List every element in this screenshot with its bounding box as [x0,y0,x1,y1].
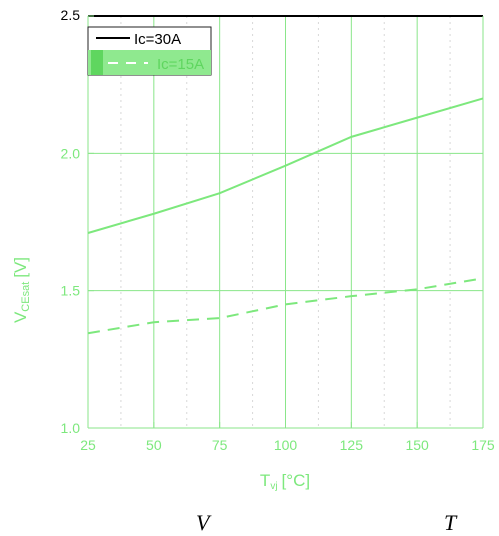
x-axis-title-subscript: vj [270,481,277,492]
x-tick-label: 150 [405,437,429,453]
y-tick-label: 1.0 [61,420,81,436]
y-tick-label: 1.5 [61,283,81,299]
y-axis-title-symbol: V [11,311,30,323]
legend-swatch [91,50,103,75]
y-axis-title: VCEsat [V] [11,257,32,323]
y-tick-label: 2.5 [61,7,81,23]
y-axis-title-unit: [V] [11,257,30,278]
x-tick-labels: 25 50 75 100 125 150 175 [80,422,495,453]
y-axis-title-subscript: CEsat [20,282,32,312]
footer-letter-t: T [444,510,458,535]
x-tick-label: 125 [340,437,364,453]
x-axis-title-unit: [°C] [282,471,311,490]
series-line-ic-30a [87,97,484,234]
y-tick-labels: 1.0 1.5 2.0 2.5 [61,7,94,436]
x-tick-label: 75 [212,437,228,453]
major-gridlines [88,16,483,428]
x-tick-label: 175 [471,437,495,453]
x-tick-label: 50 [146,437,162,453]
x-tick-label: 100 [274,437,298,453]
x-axis-title-symbol: T [260,471,270,490]
legend-label-ic15: Ic=15A [157,56,204,73]
minor-gridlines [120,16,451,428]
series-line-ic-15a [87,277,484,335]
legend: Ic=30A Ic=15A [87,26,212,76]
x-tick-label: 25 [80,437,96,453]
footer-letter-v: V [196,510,212,535]
data-series [87,97,484,335]
x-axis-title: Tvj [°C] [260,471,310,492]
legend-label-ic30: Ic=30A [134,31,181,48]
y-tick-label: 2.0 [61,145,81,161]
